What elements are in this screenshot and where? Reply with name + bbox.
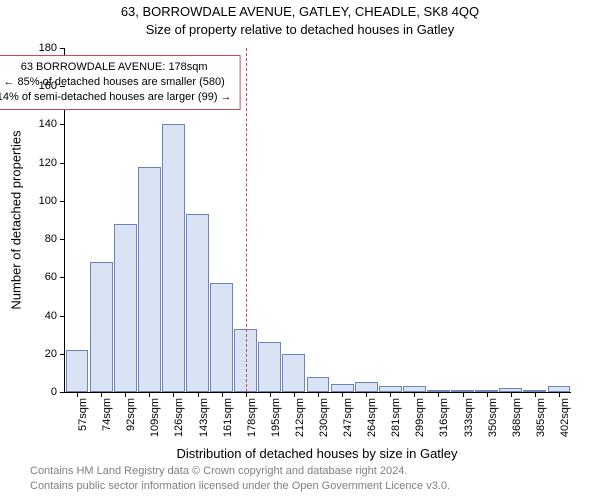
x-tick-mark bbox=[463, 392, 464, 397]
x-tick-label: 333sqm bbox=[463, 398, 475, 437]
histogram-bar bbox=[90, 262, 113, 392]
x-tick-label: 143sqm bbox=[198, 398, 210, 437]
x-tick-mark bbox=[222, 392, 223, 397]
x-tick-mark bbox=[559, 392, 560, 397]
x-tick-mark bbox=[125, 392, 126, 397]
x-tick-label: 368sqm bbox=[511, 398, 523, 437]
y-axis-label: Number of detached properties bbox=[9, 130, 24, 309]
x-tick-mark bbox=[511, 392, 512, 397]
histogram-bar bbox=[138, 167, 161, 393]
histogram-bar bbox=[355, 382, 378, 392]
x-tick-mark bbox=[198, 392, 199, 397]
annotation-line2: ← 85% of detached houses are smaller (58… bbox=[0, 75, 232, 90]
y-tick: 180 bbox=[39, 42, 65, 54]
x-tick-label: 195sqm bbox=[270, 398, 282, 437]
x-tick-mark bbox=[101, 392, 102, 397]
y-tick: 60 bbox=[45, 271, 65, 283]
x-tick-label: 299sqm bbox=[414, 398, 426, 437]
x-tick-mark bbox=[270, 392, 271, 397]
histogram-bar bbox=[210, 283, 233, 392]
x-tick-label: 57sqm bbox=[77, 398, 89, 431]
plot-area: 63 BORROWDALE AVENUE: 178sqm ← 85% of de… bbox=[64, 48, 571, 393]
x-tick-label: 281sqm bbox=[390, 398, 402, 437]
histogram-bar bbox=[258, 342, 281, 392]
x-tick-mark bbox=[342, 392, 343, 397]
page-subtitle: Size of property relative to detached ho… bbox=[0, 22, 600, 37]
x-tick-mark bbox=[414, 392, 415, 397]
x-tick-mark bbox=[294, 392, 295, 397]
histogram-bar bbox=[162, 124, 185, 392]
footer-attribution: Contains HM Land Registry data © Crown c… bbox=[30, 464, 450, 494]
x-tick-label: 350sqm bbox=[487, 398, 499, 437]
x-tick-label: 230sqm bbox=[318, 398, 330, 437]
annotation-box: 63 BORROWDALE AVENUE: 178sqm ← 85% of de… bbox=[0, 55, 241, 111]
histogram-bar bbox=[282, 354, 305, 392]
histogram-bar bbox=[186, 214, 209, 392]
footer-line1: Contains HM Land Registry data © Crown c… bbox=[30, 464, 450, 479]
x-tick-label: 247sqm bbox=[342, 398, 354, 437]
histogram-bar bbox=[331, 384, 354, 392]
x-tick-mark bbox=[438, 392, 439, 397]
x-tick-label: 402sqm bbox=[559, 398, 571, 437]
x-tick-mark bbox=[535, 392, 536, 397]
annotation-line3: 14% of semi-detached houses are larger (… bbox=[0, 90, 232, 105]
histogram-bar bbox=[66, 350, 89, 392]
y-tick: 140 bbox=[39, 118, 65, 130]
histogram-bar bbox=[307, 377, 330, 392]
x-tick-mark bbox=[366, 392, 367, 397]
x-tick-mark bbox=[246, 392, 247, 397]
x-tick-label: 316sqm bbox=[438, 398, 450, 437]
y-tick: 160 bbox=[39, 80, 65, 92]
annotation-line bbox=[246, 48, 247, 392]
footer-line2: Contains public sector information licen… bbox=[30, 479, 450, 494]
x-tick-label: 74sqm bbox=[101, 398, 113, 431]
page-title: 63, BORROWDALE AVENUE, GATLEY, CHEADLE, … bbox=[0, 4, 600, 19]
x-tick-mark bbox=[173, 392, 174, 397]
x-tick-mark bbox=[390, 392, 391, 397]
histogram-bar bbox=[114, 224, 137, 392]
y-tick: 120 bbox=[39, 157, 65, 169]
y-tick: 100 bbox=[39, 195, 65, 207]
x-tick-label: 385sqm bbox=[535, 398, 547, 437]
x-tick-label: 264sqm bbox=[366, 398, 378, 437]
x-tick-label: 109sqm bbox=[149, 398, 161, 437]
y-tick: 40 bbox=[45, 310, 65, 322]
x-tick-mark bbox=[487, 392, 488, 397]
x-tick-label: 92sqm bbox=[125, 398, 137, 431]
x-tick-label: 126sqm bbox=[173, 398, 185, 437]
x-tick-mark bbox=[318, 392, 319, 397]
chart-container: 63, BORROWDALE AVENUE, GATLEY, CHEADLE, … bbox=[0, 0, 600, 500]
x-tick-mark bbox=[77, 392, 78, 397]
x-tick-label: 161sqm bbox=[222, 398, 234, 437]
x-tick-label: 212sqm bbox=[294, 398, 306, 437]
y-tick: 0 bbox=[51, 386, 65, 398]
x-tick-mark bbox=[149, 392, 150, 397]
y-tick: 80 bbox=[45, 233, 65, 245]
annotation-line1: 63 BORROWDALE AVENUE: 178sqm bbox=[0, 60, 232, 75]
y-tick: 20 bbox=[45, 348, 65, 360]
x-axis-label: Distribution of detached houses by size … bbox=[64, 446, 570, 461]
x-tick-label: 178sqm bbox=[246, 398, 258, 437]
